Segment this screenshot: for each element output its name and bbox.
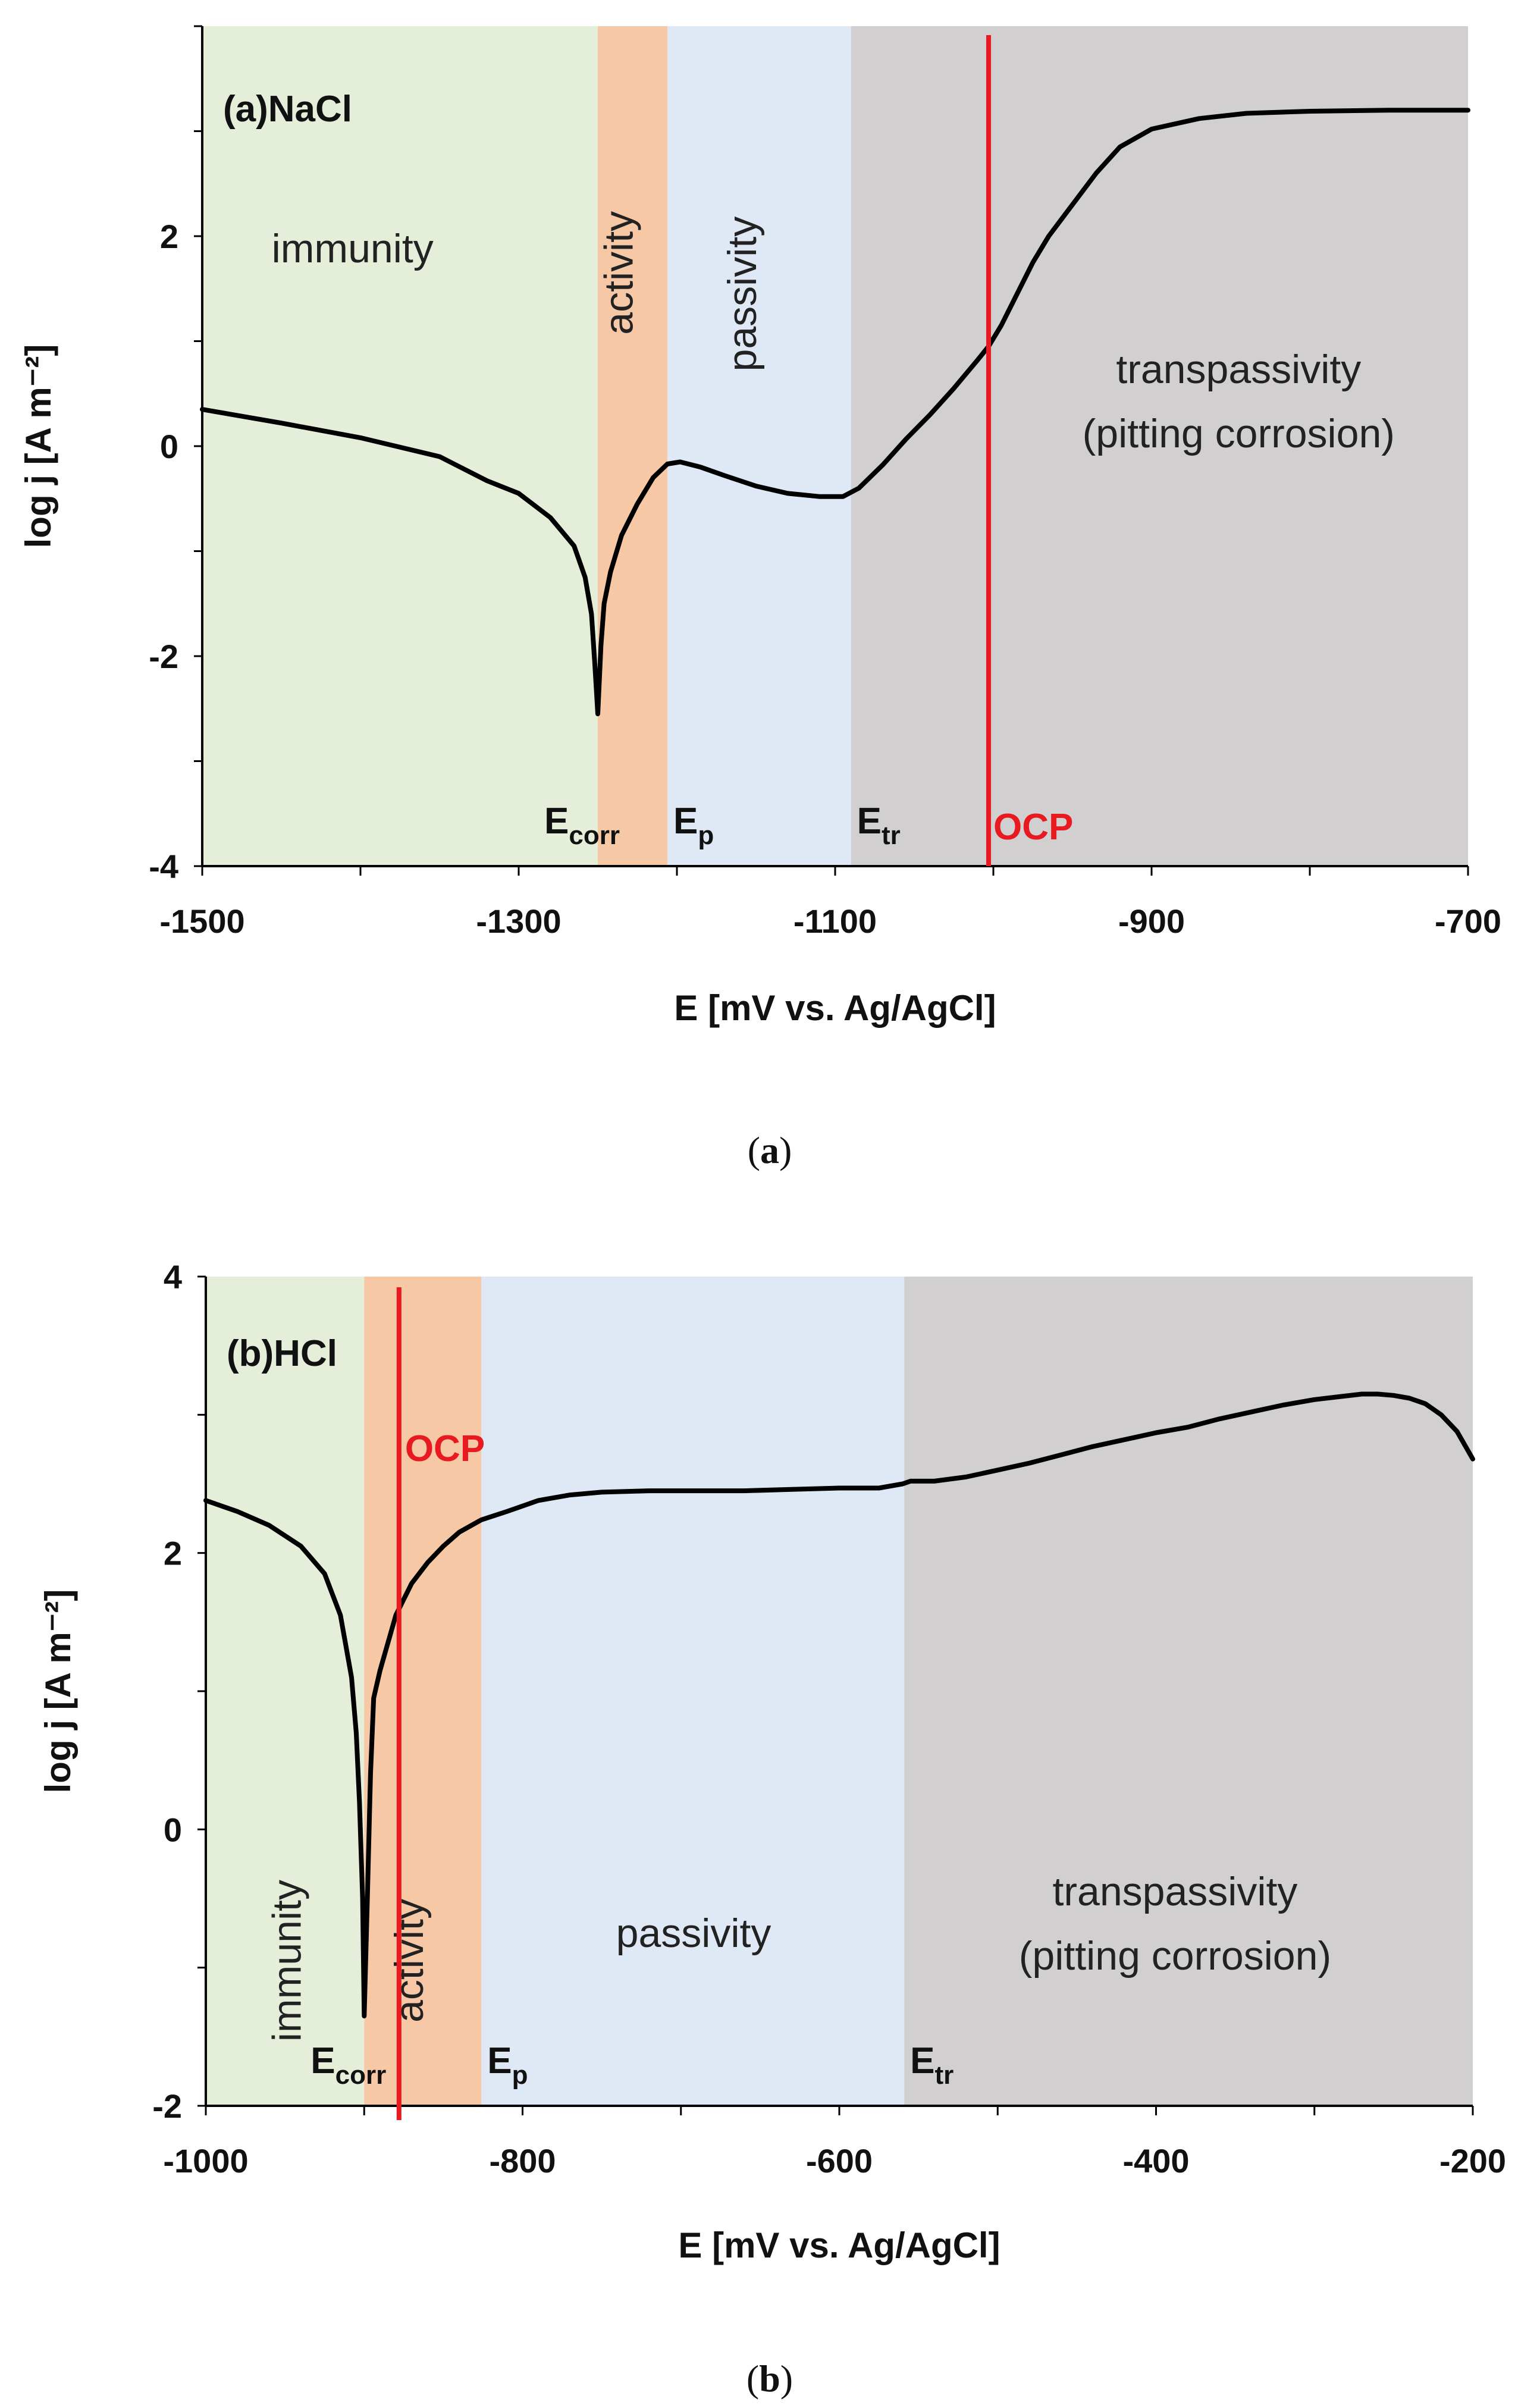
y-tick-label: 2 xyxy=(160,218,178,255)
region-label-transpassivity-line2: (pitting corrosion) xyxy=(1083,411,1395,456)
y-tick-label: -2 xyxy=(152,2087,182,2125)
region-label-transpassivity: transpassivity xyxy=(1052,1869,1297,1914)
y-axis-title: log j [A m⁻²] xyxy=(18,344,58,548)
x-tick-label: -900 xyxy=(1118,902,1185,940)
x-tick-label: -400 xyxy=(1122,2142,1189,2180)
region-immunity xyxy=(206,1277,365,2106)
marker-E-tr: Etr xyxy=(910,2040,954,2090)
region-transpassivity xyxy=(904,1277,1473,2106)
marker-E-tr: Etr xyxy=(857,801,901,850)
chart-panel-b: -2 0 2 4 -1000 -800 -600 -400 -200 immunity activi… xyxy=(38,1258,1506,2400)
data-line xyxy=(200,108,1470,717)
region-label-activity: activity xyxy=(597,211,642,335)
y-axis-title: log j [A m⁻²] xyxy=(38,1589,78,1794)
y-tick-label: 0 xyxy=(164,1811,182,1848)
ocp-label: OCP xyxy=(405,1428,485,1469)
x-tick-label: -700 xyxy=(1435,902,1501,940)
region-passivity xyxy=(667,26,851,866)
data-line xyxy=(203,1391,1475,2018)
x-axis-title: E [mV vs. Ag/AgCl] xyxy=(678,2225,1000,2265)
region-activity xyxy=(598,26,668,866)
y-tick-label: 4 xyxy=(164,1258,182,1296)
marker-E-p: Ep xyxy=(673,801,714,850)
x-tick-label: -1000 xyxy=(163,2142,248,2180)
region-label-transpassivity-line2: (pitting corrosion) xyxy=(1019,1933,1331,1979)
region-label-passivity: passivity xyxy=(616,1911,771,1956)
panel-label: (b)HCl xyxy=(227,1333,337,1374)
region-label-immunity: immunity xyxy=(272,226,434,271)
ocp-label: OCP xyxy=(993,807,1073,848)
region-label-activity: activity xyxy=(387,1899,432,2023)
y-tick-label: 0 xyxy=(160,428,178,465)
x-tick-label: -1300 xyxy=(476,902,561,940)
region-activity xyxy=(364,1277,482,2106)
y-tick-label: 2 xyxy=(164,1535,182,1572)
region-label-passivity: passivity xyxy=(720,217,765,372)
x-axis-title: E [mV vs. Ag/AgCl] xyxy=(674,988,996,1028)
y-tick-label: -4 xyxy=(149,848,178,885)
panel-caption: (b) xyxy=(747,2357,793,2400)
marker-E-corr: Ecorr xyxy=(544,801,620,850)
region-transpassivity xyxy=(851,26,1468,866)
x-tick-label: -800 xyxy=(489,2142,556,2180)
panel-caption: (a) xyxy=(748,1129,792,1171)
x-tick-label: -1100 xyxy=(793,902,877,940)
region-passivity xyxy=(481,1277,905,2106)
x-tick-label: -600 xyxy=(806,2142,873,2180)
marker-E-corr: Ecorr xyxy=(310,2040,386,2090)
y-tick-label: -2 xyxy=(149,638,178,675)
region-label-immunity: immunity xyxy=(265,1880,310,2042)
x-tick-label: -200 xyxy=(1439,2142,1506,2180)
marker-E-p: Ep xyxy=(487,2040,528,2090)
panel-label: (a)NaCl xyxy=(223,89,352,130)
chart-panel-a: -4 -2 0 2 -1500 -1300 -1100 -900 -700 immunity act… xyxy=(18,25,1501,1171)
region-label-transpassivity: transpassivity xyxy=(1116,347,1361,392)
x-tick-label: -1500 xyxy=(159,902,244,940)
